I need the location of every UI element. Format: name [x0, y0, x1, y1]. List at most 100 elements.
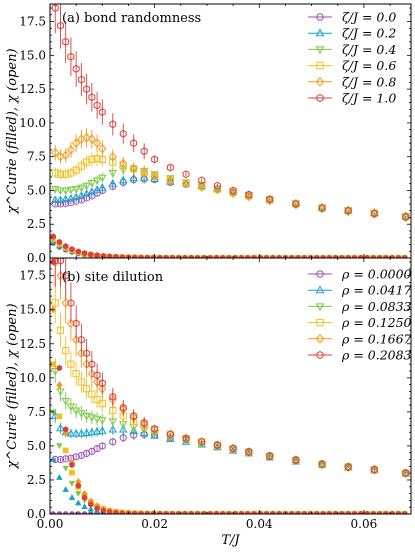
filled-point: [376, 254, 383, 258]
open-point: [61, 194, 70, 203]
legend-entry: ρ = 0.1667: [308, 331, 412, 346]
open-point: [108, 418, 118, 426]
filled-point: [94, 252, 100, 258]
filled-point: [320, 510, 326, 514]
legend-marker: [315, 76, 325, 87]
open-point: [66, 193, 76, 202]
open-point: [229, 443, 238, 454]
filled-point: [88, 251, 94, 258]
filled-point: [88, 501, 94, 508]
open-point: [77, 162, 85, 170]
open-point: [119, 158, 128, 169]
open-point: [50, 195, 60, 203]
filled-point: [207, 510, 213, 514]
open-point: [51, 4, 59, 13]
open-point: [51, 299, 59, 307]
filled-point: [351, 510, 358, 514]
filled-point: [106, 508, 113, 514]
open-point: [166, 175, 175, 186]
filled-point: [207, 254, 213, 258]
legend-marker: [316, 13, 324, 21]
filled-point: [326, 510, 333, 514]
open-point: [50, 186, 60, 194]
open-point: [82, 428, 91, 436]
open-point: [88, 155, 96, 163]
filled-point: [62, 426, 69, 433]
open-point: [150, 431, 159, 439]
filled-point: [301, 510, 307, 514]
filled-point: [238, 254, 245, 258]
open-point: [140, 418, 148, 427]
filled-point: [364, 254, 370, 258]
y-tick-label: 15.0: [19, 48, 46, 62]
filled-point: [370, 254, 377, 258]
filled-point: [245, 510, 251, 514]
open-point: [77, 184, 86, 193]
filled-point: [56, 443, 63, 450]
open-point: [56, 195, 65, 203]
open-point: [244, 191, 253, 202]
filled-point: [345, 510, 351, 514]
filled-point: [68, 494, 76, 500]
filled-point: [201, 254, 207, 258]
open-point: [108, 424, 118, 433]
filled-point: [213, 254, 220, 258]
open-point: [77, 75, 85, 84]
y-tick-label: 10.0: [19, 371, 46, 385]
open-point: [370, 209, 378, 218]
panel-title: (b) site dilution: [62, 270, 164, 285]
open-point: [92, 415, 102, 424]
filled-point: [56, 381, 63, 390]
filled-point: [314, 254, 320, 258]
open-point: [82, 182, 91, 191]
open-point: [87, 427, 97, 436]
open-point: [213, 440, 222, 451]
series-3: [50, 151, 410, 258]
open-point: [370, 209, 379, 219]
x-tick-label: 0.00: [37, 517, 64, 531]
open-point: [344, 206, 353, 217]
x-tick-label: 0.04: [246, 517, 273, 531]
open-point: [317, 203, 327, 214]
open-point: [317, 461, 327, 470]
filled-point: [251, 254, 257, 258]
filled-point: [383, 510, 389, 514]
legend-label: ρ = 0.0833: [341, 299, 412, 314]
legend-marker: [316, 350, 324, 360]
open-point: [166, 163, 174, 172]
filled-point: [376, 510, 383, 514]
filled-point: [68, 480, 76, 487]
y-tick-label: 12.5: [19, 82, 46, 96]
open-point: [198, 176, 206, 185]
open-point: [83, 85, 91, 94]
filled-point: [288, 254, 295, 258]
open-point: [181, 178, 191, 189]
filled-point: [326, 254, 333, 258]
open-point: [71, 192, 81, 201]
open-point: [130, 139, 138, 148]
filled-point: [163, 510, 169, 514]
open-point: [67, 298, 75, 307]
filled-point: [69, 469, 75, 476]
filled-point: [226, 510, 232, 514]
open-point: [198, 437, 206, 446]
open-point: [182, 434, 190, 443]
panel-title: (a) bond randomness: [62, 11, 201, 26]
open-point: [213, 184, 222, 195]
y-tick-label: 2.5: [27, 217, 46, 231]
open-point: [72, 370, 80, 378]
open-point: [87, 414, 97, 422]
open-point: [98, 426, 107, 434]
legend-label: ρ = 0.1250: [341, 315, 412, 330]
open-point: [72, 166, 80, 174]
open-point: [98, 174, 107, 183]
legend-entry: ρ = 0.2083: [308, 348, 412, 363]
open-point: [244, 447, 253, 457]
filled-point: [138, 254, 144, 258]
y-axis-label: χ^Curie (filled), χ (open): [5, 48, 20, 214]
filled-point: [56, 413, 63, 420]
open-point: [71, 429, 81, 437]
y-tick-label: 5.0: [27, 439, 46, 453]
filled-point: [100, 507, 107, 514]
filled-point: [50, 409, 57, 416]
